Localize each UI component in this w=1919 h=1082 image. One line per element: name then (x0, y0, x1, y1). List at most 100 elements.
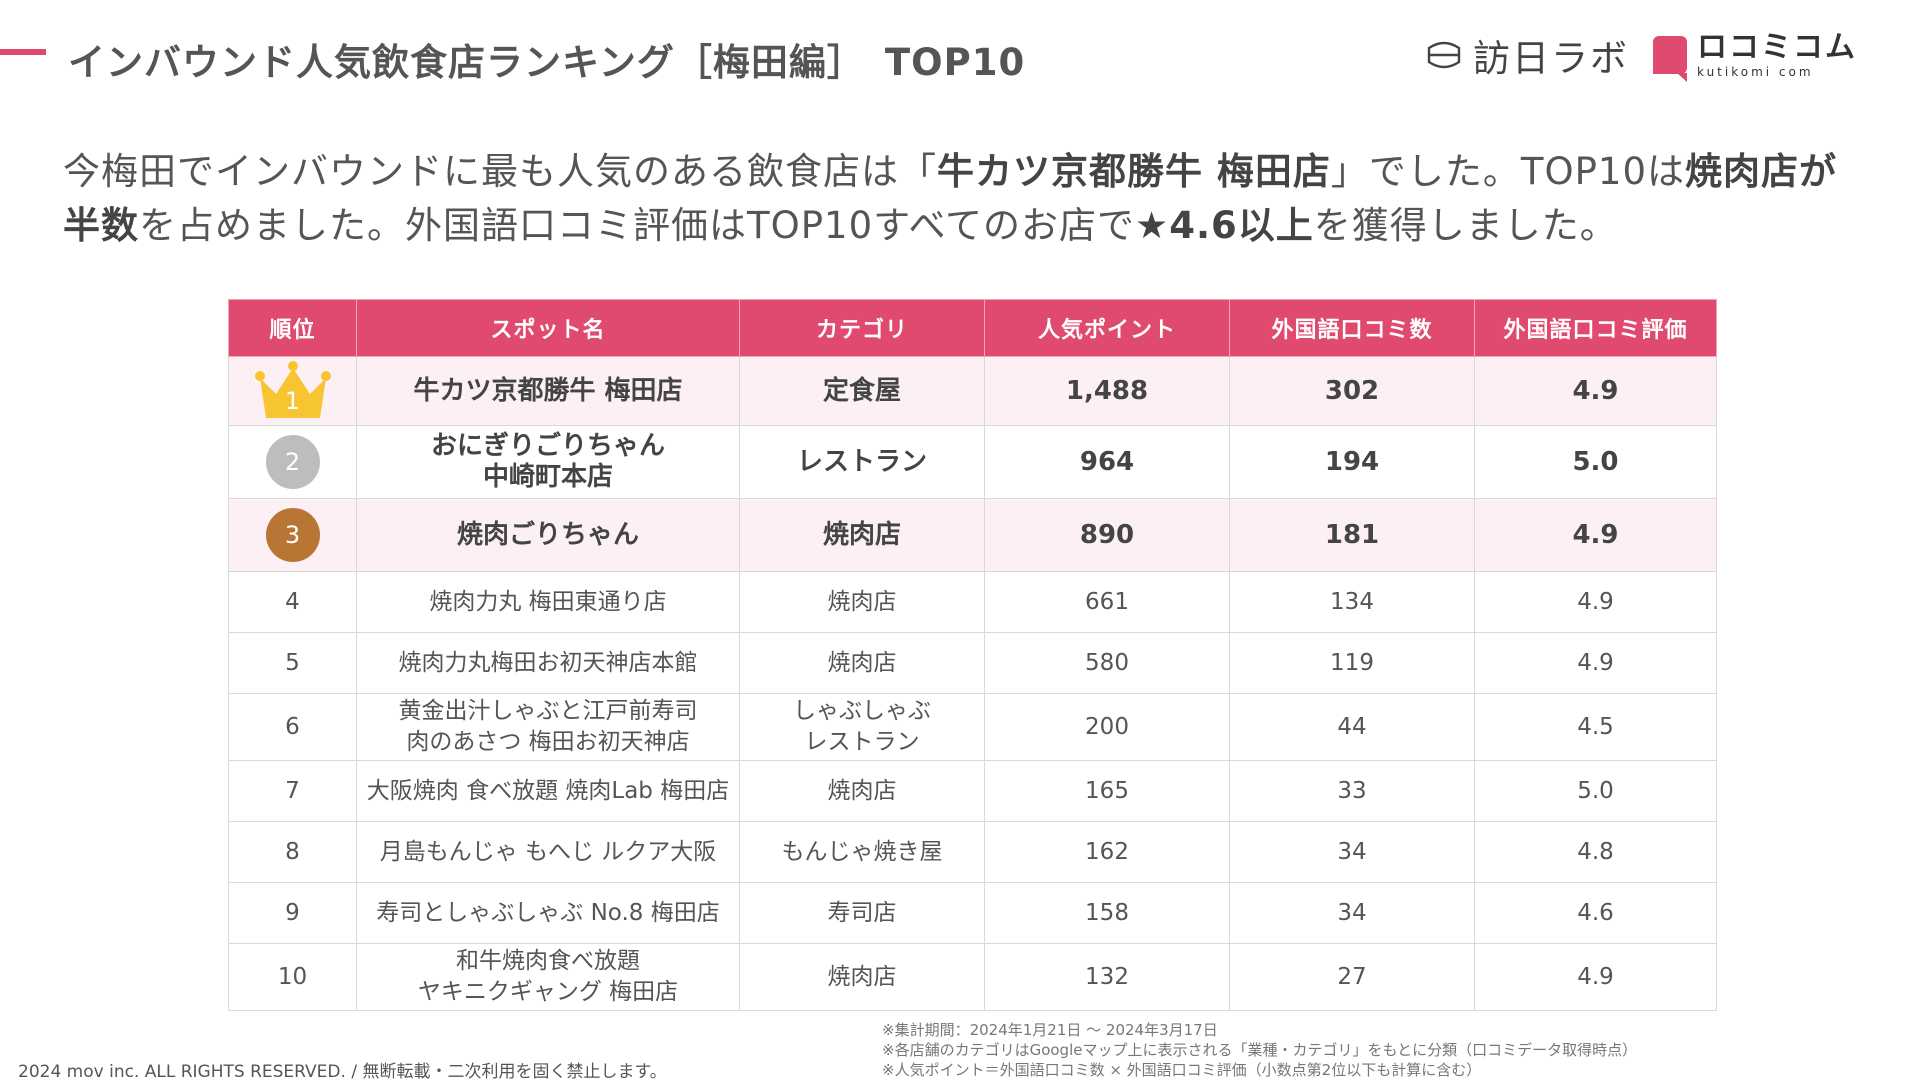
points: 580 (984, 632, 1230, 694)
houjin-labo-logo: 訪日ラボ (1425, 28, 1629, 82)
category: 焼肉店 (739, 760, 985, 822)
summary-bold: 焼肉店が半数 (63, 150, 1838, 247)
rank-cell: 7 (228, 760, 357, 822)
review-count: 119 (1229, 632, 1475, 694)
category-line2: レストラン (804, 729, 920, 755)
header-rank: 順位 (228, 299, 357, 357)
review-count: 181 (1229, 498, 1475, 572)
category: 寿司店 (739, 882, 985, 944)
category: もんじゃ焼き屋 (739, 821, 985, 883)
points: 158 (984, 882, 1230, 944)
table-row: 10 和牛焼肉食べ放題 ヤキニクギャング 梅田店 焼肉店 132 27 4.9 (228, 943, 1717, 1011)
spot-name-line1: 和牛焼肉食べ放題 (456, 948, 640, 974)
kuchikomi-badge-icon (1653, 36, 1687, 82)
rank-cell: 2 (228, 425, 357, 499)
summary-part: を占めました。外国語口コミ評価はTOP10すべてのお店で (139, 204, 1136, 247)
category-line1: しゃぶしゃぶ (793, 698, 931, 724)
page-title: インバウンド人気飲食店ランキング［梅田編］ TOP10 (68, 32, 1025, 86)
footnote-period: ※集計期間：2024年1月21日 〜 2024年3月17日 (882, 1021, 1218, 1039)
review-count: 34 (1229, 821, 1475, 883)
category: しゃぶしゃぶ レストラン (739, 693, 985, 761)
points: 162 (984, 821, 1230, 883)
spot-name: 和牛焼肉食べ放題ヤキニクギャング 梅田店 (356, 943, 740, 1011)
page-title-suffix: TOP10 (884, 41, 1026, 84)
table-row: 2 おにぎりごりちゃん 中崎町本店 レストラン 964 194 5.0 (228, 425, 1717, 499)
rank-number: 1 (284, 387, 301, 415)
points: 132 (984, 943, 1230, 1011)
review-count: 34 (1229, 882, 1475, 944)
summary-bold: 牛カツ京都勝牛 梅田店 (937, 150, 1331, 193)
spot-name: 牛カツ京都勝牛 梅田店 (356, 356, 740, 426)
spot-name: おにぎりごりちゃん 中崎町本店 (356, 425, 740, 499)
footnote-category: ※各店舗のカテゴリはGoogleマップ上に表示される「業種・カテゴリ」をもとに分… (882, 1041, 1638, 1059)
copyright: 2024 mov inc. ALL RIGHTS RESERVED. / 無断転… (18, 1062, 667, 1082)
points: 200 (984, 693, 1230, 761)
brand-logos: 訪日ラボ ロコミコム kutikomi com (1425, 28, 1857, 82)
rank-cell: 3 (228, 498, 357, 572)
review-rating: 4.9 (1474, 943, 1717, 1011)
rank-cell: 9 (228, 882, 357, 944)
review-count: 302 (1229, 356, 1475, 426)
review-rating: 4.9 (1474, 498, 1717, 572)
category: レストラン (739, 425, 985, 499)
table-header-row: 順位 スポット名 カテゴリ 人気ポイント 外国語口コミ数 外国語口コミ評価 (228, 299, 1717, 357)
rank-cell: 4 (228, 571, 357, 633)
rank-cell: 8 (228, 821, 357, 883)
review-count: 194 (1229, 425, 1475, 499)
ranking-table: 順位 スポット名 カテゴリ 人気ポイント 外国語口コミ数 外国語口コミ評価 1 (228, 299, 1717, 1011)
kuchikomi-com-logo: ロコミコム kutikomi com (1653, 29, 1857, 82)
spot-name: 焼肉ごりちゃん (356, 498, 740, 572)
header-review-rating: 外国語口コミ評価 (1474, 299, 1717, 357)
points: 661 (984, 571, 1230, 633)
points: 890 (984, 498, 1230, 572)
category: 焼肉店 (739, 632, 985, 694)
kuchikomi-name-en: kutikomi com (1697, 64, 1814, 79)
review-rating: 4.9 (1474, 356, 1717, 426)
summary-text: 今梅田でインバウンドに最も人気のある飲食店は「牛カツ京都勝牛 梅田店」でした。T… (63, 145, 1873, 253)
category: 定食屋 (739, 356, 985, 426)
spot-name: 月島もんじゃ もへじ ルクア大阪 (356, 821, 740, 883)
table-row: 3 焼肉ごりちゃん 焼肉店 890 181 4.9 (228, 498, 1717, 572)
review-rating: 4.6 (1474, 882, 1717, 944)
review-count: 134 (1229, 571, 1475, 633)
header-points: 人気ポイント (984, 299, 1230, 357)
spot-name: 大阪焼肉 食べ放題 焼肉Lab 梅田店 (356, 760, 740, 822)
footnotes: ※集計期間：2024年1月21日 〜 2024年3月17日 ※各店舗のカテゴリは… (882, 1020, 1637, 1080)
silver-medal-icon: 2 (265, 435, 320, 489)
bronze-medal-icon: 3 (265, 508, 320, 562)
category: 焼肉店 (739, 498, 985, 572)
rank-cell: 5 (228, 632, 357, 694)
spot-name-line2: ヤキニクギャング 梅田店 (417, 979, 679, 1005)
houjin-labo-name: 訪日ラボ (1473, 37, 1629, 80)
summary-part: 」でした。TOP10は (1330, 150, 1686, 193)
category: 焼肉店 (739, 943, 985, 1011)
table-row: 7 大阪焼肉 食べ放題 焼肉Lab 梅田店 焼肉店 165 33 5.0 (228, 760, 1717, 822)
review-rating: 5.0 (1474, 760, 1717, 822)
points: 165 (984, 760, 1230, 822)
gold-crown-icon: 1 (254, 360, 332, 422)
review-count: 44 (1229, 693, 1475, 761)
header-category: カテゴリ (739, 299, 985, 357)
points: 1,488 (984, 356, 1230, 426)
spot-name: 焼肉力丸梅田お初天神店本館 (356, 632, 740, 694)
review-rating: 4.9 (1474, 632, 1717, 694)
summary-bold: ★4.6以上 (1135, 204, 1314, 247)
header-review-count: 外国語口コミ数 (1229, 299, 1475, 357)
title-accent-bar (0, 49, 46, 55)
spot-name-line2: 中崎町本店 (482, 462, 613, 492)
header-spot-name: スポット名 (356, 299, 740, 357)
review-count: 27 (1229, 943, 1475, 1011)
points: 964 (984, 425, 1230, 499)
category: 焼肉店 (739, 571, 985, 633)
spot-name-line1: 黄金出汁しゃぶと江戸前寿司 (398, 698, 698, 724)
table-row: 4 焼肉力丸 梅田東通り店 焼肉店 661 134 4.9 (228, 571, 1717, 633)
table-row: 6 黄金出汁しゃぶと江戸前寿司 肉のあさつ 梅田お初天神店 しゃぶしゃぶ レストラン… (228, 693, 1717, 761)
summary-part: 今梅田でインバウンドに最も人気のある飲食店は「 (63, 150, 937, 193)
page-title-text: インバウンド人気飲食店ランキング［梅田編］ (68, 41, 865, 84)
kuchikomi-name: ロコミコム (1697, 29, 1857, 65)
review-count: 33 (1229, 760, 1475, 822)
table-row: 9 寿司としゃぶしゃぶ No.8 梅田店 寿司店 158 34 4.6 (228, 882, 1717, 944)
table-row: 1 牛カツ京都勝牛 梅田店 定食屋 1,488 302 4.9 (228, 356, 1717, 426)
rank-cell: 6 (228, 693, 357, 761)
spot-name-line1: おにぎりごりちゃん (430, 431, 665, 461)
